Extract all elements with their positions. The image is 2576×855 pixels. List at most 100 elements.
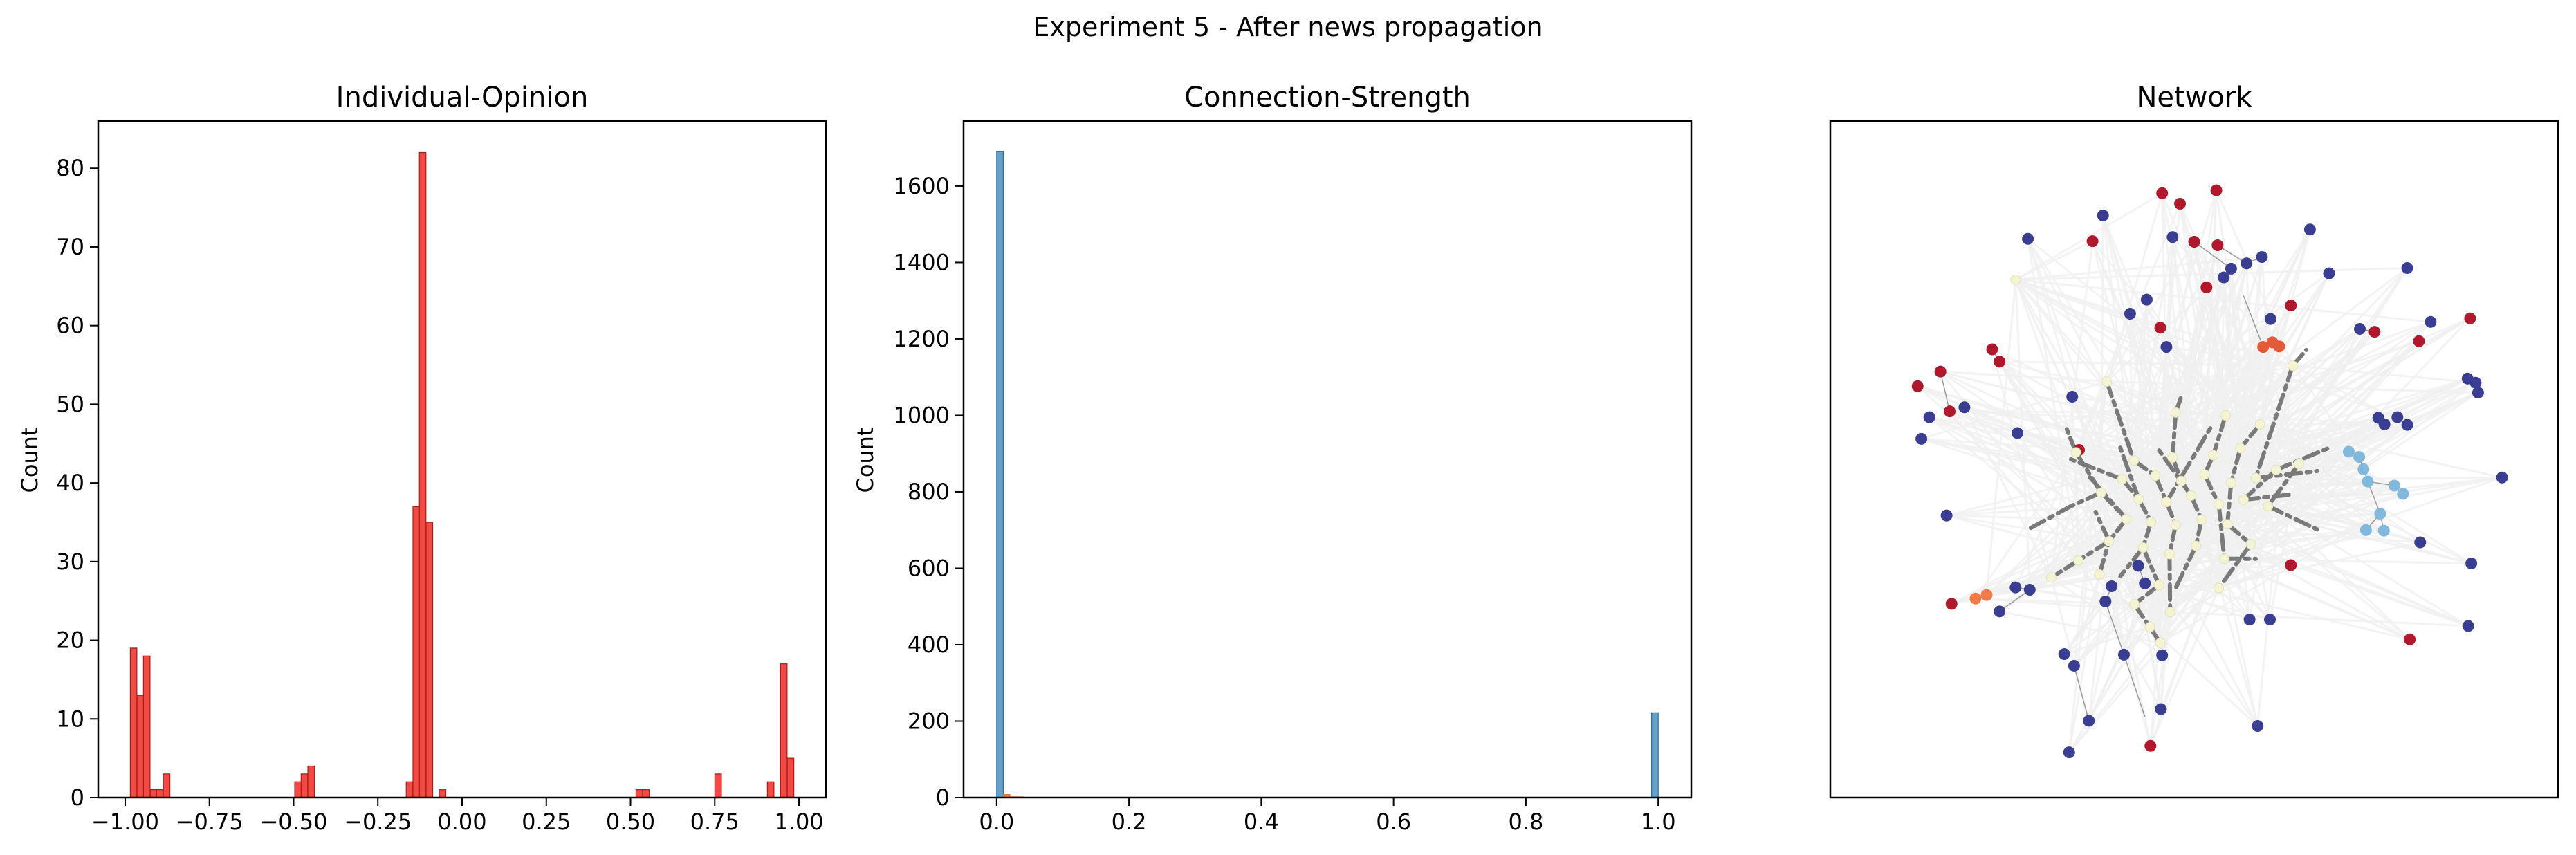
network-weak-edge <box>2174 412 2220 589</box>
network-weak-edge <box>2169 553 2220 589</box>
network-weak-edge <box>2133 545 2197 605</box>
network-weak-edge <box>2149 475 2157 627</box>
network-weak-edge <box>2077 381 2108 561</box>
opinion-histogram-ytick-label: 20 <box>56 627 84 654</box>
opinion-histogram-xtick-label: −0.25 <box>344 809 412 835</box>
network-node <box>2106 580 2118 592</box>
network-node <box>2256 250 2268 263</box>
network-node <box>2170 520 2181 531</box>
network-node <box>2219 553 2230 564</box>
network-node <box>2188 235 2200 248</box>
network-weak-edge <box>1946 491 2101 517</box>
network-panel: Network <box>1829 82 2559 799</box>
opinion-histogram-bar <box>714 773 722 798</box>
opinion-histogram-frame <box>97 120 827 799</box>
network-strong-edge <box>2141 545 2162 587</box>
network-node <box>2011 427 2023 439</box>
network-node <box>2359 524 2372 536</box>
network-weak-edge <box>2275 468 2472 564</box>
network-node <box>2220 410 2231 421</box>
network-weak-edge <box>2015 192 2163 281</box>
network-node <box>2270 464 2281 475</box>
network-node <box>2401 419 2413 431</box>
strength-histogram-xtick-label: 0.0 <box>979 809 1014 835</box>
network-node <box>2073 555 2084 566</box>
network-strong-edge <box>2173 544 2198 591</box>
network-node <box>2425 315 2437 328</box>
network-weak-edge <box>2015 279 2398 419</box>
network-strong-edge <box>2164 422 2215 504</box>
network-strong-edge <box>2265 504 2320 532</box>
network-weak-edge <box>2098 475 2157 576</box>
opinion-histogram-ytick-label: 80 <box>56 155 84 181</box>
network-node <box>2243 614 2256 626</box>
network-weak-edge <box>2259 423 2395 487</box>
network-weak-edge <box>2077 560 2162 710</box>
network-weak-edge <box>2108 365 2294 542</box>
strength-histogram-xtick-label: 0.6 <box>1376 809 1411 835</box>
network-weak-edge <box>2223 423 2261 560</box>
network-weak-edge <box>2017 365 2293 434</box>
opinion-histogram-bar <box>635 789 643 798</box>
network-node <box>2121 513 2132 524</box>
network-node <box>2191 540 2202 551</box>
network-node <box>2124 307 2136 320</box>
network-strong-edge <box>2132 582 2162 607</box>
network-weak-edge <box>2015 240 2093 281</box>
network-weak-edge <box>2259 423 2503 479</box>
network-node <box>2252 720 2264 733</box>
strength-histogram-xtick-label: 0.2 <box>1112 809 1147 835</box>
opinion-histogram-xtick-label: −1.00 <box>91 809 159 835</box>
network-node <box>2150 470 2161 481</box>
network-node <box>2010 274 2021 285</box>
network-weak-edge <box>1963 407 2052 578</box>
network-node <box>2196 514 2207 525</box>
network-node <box>2264 313 2276 325</box>
network-strong-edge <box>2225 480 2234 526</box>
network-node <box>2342 445 2355 458</box>
network-node <box>2464 312 2476 324</box>
network-node <box>2273 340 2285 353</box>
network-node <box>2414 536 2427 549</box>
strength-histogram-axes: 0.0 0.2 0.4 0.6 0.8 1.0 0 200 400 600 800 1000 1200 1… <box>894 173 1676 835</box>
network-weak-edge <box>2133 423 2408 462</box>
network-strong-edge <box>2118 445 2141 502</box>
network-strong-edge <box>2229 445 2243 485</box>
network-weak-edge <box>2078 559 2410 641</box>
network-strong-edge <box>2167 551 2173 614</box>
network-node <box>2175 475 2187 486</box>
network-node <box>2238 494 2249 505</box>
network-node <box>2264 614 2276 626</box>
network-weak-edge <box>2134 476 2503 606</box>
strength-histogram-panel: Connection-Strength Count 0.0 0.2 0.4 0.6 0.… <box>852 82 1693 835</box>
network-node <box>2257 341 2270 353</box>
network-node <box>2303 223 2316 236</box>
network-weak-edge <box>2149 558 2225 628</box>
strength-histogram-ytick-label: 1600 <box>894 173 950 199</box>
opinion-histogram-bar <box>300 773 309 798</box>
network-strong-edge <box>2076 539 2112 563</box>
network-node <box>2235 443 2246 454</box>
network-weak-edge <box>2015 267 2408 281</box>
network-node <box>2469 376 2482 389</box>
network-weak-edge <box>1929 416 2102 494</box>
network-weak-edge <box>2299 463 2364 470</box>
network-node <box>2160 341 2173 353</box>
network-node <box>2293 459 2304 470</box>
network-node <box>2166 231 2179 243</box>
network-frame <box>1829 120 2559 799</box>
network-node <box>2374 508 2386 520</box>
network-node <box>2211 239 2224 252</box>
network-strong-edge <box>2265 461 2301 508</box>
opinion-histogram-ylabel: Count <box>17 427 43 493</box>
network-node <box>2225 262 2237 275</box>
network-node <box>2140 293 2153 306</box>
network-node <box>2045 572 2057 583</box>
network-node <box>2362 475 2374 488</box>
opinion-histogram-bar <box>418 151 427 798</box>
network-strong-edge <box>2202 472 2221 507</box>
network-node <box>2154 322 2166 334</box>
network-node <box>2245 539 2256 550</box>
network-thin-edge <box>2243 295 2264 347</box>
network-weak-edge <box>2014 279 2182 482</box>
